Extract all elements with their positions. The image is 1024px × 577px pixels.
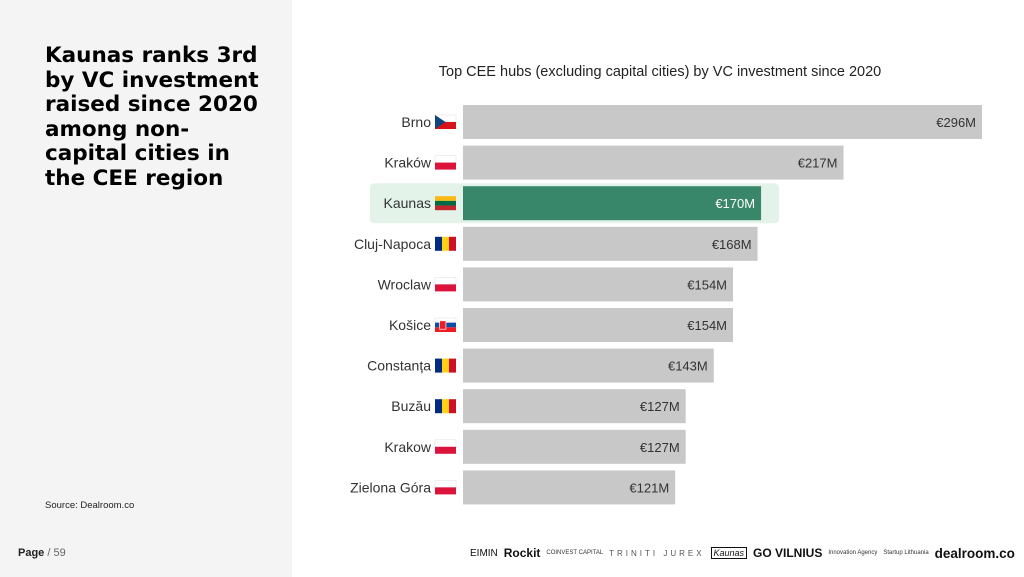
bar (463, 348, 714, 383)
logo-innovation-agency: Innovation Agency (828, 549, 878, 556)
bar (463, 429, 686, 464)
value-label: €170M (715, 196, 755, 211)
partner-logos: EIMIN Rockit COINVEST CAPITAL TRINITI JU… (470, 540, 1015, 566)
category-label: Wroclaw (378, 276, 432, 292)
category-label: Košice (389, 317, 431, 333)
flag-sk-icon (434, 317, 457, 332)
bar (463, 470, 676, 505)
value-label: €127M (640, 440, 680, 455)
chart-title: Top CEE hubs (excluding capital cities) … (438, 64, 882, 80)
bar (463, 226, 758, 261)
category-label: Kraków (384, 155, 432, 171)
value-label: €127M (640, 399, 680, 414)
logo-startup-lithuania: Startup Lithuania (883, 549, 929, 556)
logo-eimin: EIMIN (470, 547, 498, 559)
flag-cz-icon (434, 114, 457, 129)
flag-pl-icon (434, 439, 457, 454)
value-label: €121M (629, 480, 669, 495)
category-label: Brno (401, 114, 431, 130)
page-separator: / (44, 547, 54, 559)
logo-go-vilnius: GO VILNIUS (753, 546, 823, 560)
flag-lt-icon (435, 196, 456, 211)
category-label: Krakow (384, 439, 432, 455)
category-label: Constanța (367, 358, 431, 374)
left-panel (0, 0, 292, 577)
logo-dealroom: dealroom.co (934, 545, 1015, 561)
flag-ro-icon (435, 399, 456, 414)
flag-pl-icon (434, 277, 457, 292)
page-number: Page / 59 (18, 547, 66, 559)
category-label: Kaunas (384, 195, 431, 211)
logo-coinvest: COINVEST CAPITAL (546, 549, 604, 556)
bar (463, 389, 686, 424)
value-label: €154M (687, 318, 727, 333)
page-number-value: 59 (53, 547, 66, 559)
flag-pl-icon (434, 480, 457, 495)
bar (463, 145, 844, 180)
logo-triniti-jurex: TRINITI JUREX (609, 548, 705, 558)
headline: Kaunas ranks 3rd by VC investment raised… (45, 43, 259, 191)
bar (463, 267, 734, 302)
bar (463, 186, 762, 221)
value-label: €296M (936, 115, 976, 130)
value-label: €217M (798, 156, 838, 171)
value-label: €154M (687, 277, 727, 292)
logo-rockit: Rockit (503, 546, 541, 560)
value-label: €168M (712, 237, 752, 252)
category-label: Zielona Góra (350, 479, 431, 495)
bar-chart: €296M Brno €217M Kraków €170M Kaunas €168M Cluj… (350, 105, 982, 505)
flag-ro-icon (435, 236, 456, 251)
category-label: Cluj-Napoca (354, 236, 431, 252)
bar (463, 105, 982, 139)
logo-kaunas: Kaunas (710, 547, 748, 559)
source-note: Source: Dealroom.co (45, 500, 135, 511)
category-label: Buzău (391, 398, 431, 414)
bar (463, 308, 734, 342)
value-label: €143M (668, 359, 708, 374)
flag-pl-icon (434, 155, 457, 170)
flag-ro-icon (435, 358, 456, 373)
page-label: Page (18, 547, 45, 559)
